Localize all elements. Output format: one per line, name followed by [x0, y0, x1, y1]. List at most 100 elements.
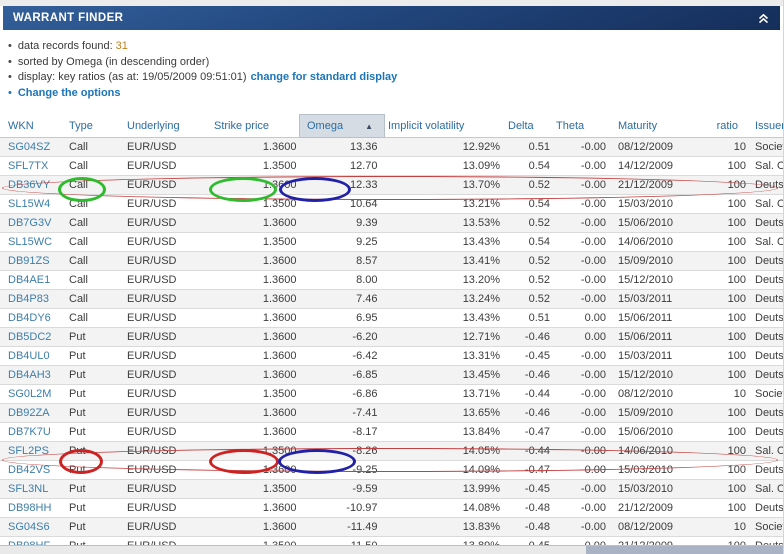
cell-strike: 1.3600	[206, 366, 300, 385]
cell-vol: 13.71%	[385, 385, 506, 404]
cell-ratio: 100	[701, 328, 748, 347]
cell-type: Put	[65, 347, 118, 366]
scrollbar-segment[interactable]	[586, 546, 784, 554]
change-options-link[interactable]: Change the options	[18, 87, 121, 99]
cell-strike: 1.3600	[206, 499, 300, 518]
column-header-strike[interactable]: Strike price	[206, 115, 300, 138]
cell-issuer: Deutsche Bank	[748, 309, 784, 328]
cell-type: Put	[65, 480, 118, 499]
cell-wkn[interactable]: DB5DC2	[0, 328, 65, 347]
cell-theta: -0.00	[553, 138, 608, 157]
cell-wkn[interactable]: SG0L2M	[0, 385, 65, 404]
collapse-panel-icon[interactable]	[757, 12, 770, 25]
bullet-icon: •	[8, 40, 12, 52]
cell-wkn[interactable]: SFL3NL	[0, 480, 65, 499]
table-row: SL15WCCallEUR/USD1.35009.2513.43%0.54-0.…	[0, 233, 784, 252]
column-header-ratio[interactable]: ratio	[701, 115, 748, 138]
cell-omega: -11.49	[300, 518, 385, 537]
table-row: DB7G3VCallEUR/USD1.36009.3913.53%0.52-0.…	[0, 214, 784, 233]
cell-wkn[interactable]: DB7G3V	[0, 214, 65, 233]
cell-wkn[interactable]: DB4AH3	[0, 366, 65, 385]
column-header-underlying[interactable]: Underlying	[118, 115, 206, 138]
cell-ratio: 100	[701, 195, 748, 214]
table-row: SFL3NLPutEUR/USD1.3500-9.5913.99%-0.45-0…	[0, 480, 784, 499]
cell-wkn[interactable]: DB4P83	[0, 290, 65, 309]
column-header-vol[interactable]: Implicit volatility	[385, 115, 506, 138]
cell-wkn[interactable]: SFL7TX	[0, 157, 65, 176]
cell-type: Call	[65, 271, 118, 290]
cell-ratio: 100	[701, 290, 748, 309]
cell-omega: 8.57	[300, 252, 385, 271]
table-row: SG04SZCallEUR/USD1.360013.3612.92%0.51-0…	[0, 138, 784, 157]
cell-issuer: Deutsche Bank	[748, 214, 784, 233]
cell-vol: 13.65%	[385, 404, 506, 423]
cell-underlying: EUR/USD	[118, 252, 206, 271]
cell-wkn[interactable]: DB4UL0	[0, 347, 65, 366]
cell-theta: -0.00	[553, 252, 608, 271]
cell-maturity: 15/12/2010	[608, 271, 701, 290]
cell-omega: -6.86	[300, 385, 385, 404]
cell-strike: 1.3500	[206, 157, 300, 176]
cell-strike: 1.3600	[206, 347, 300, 366]
cell-delta: 0.51	[505, 309, 553, 328]
sorted-by-label: sorted by Omega (in descending order)	[18, 56, 209, 68]
cell-vol: 13.09%	[385, 157, 506, 176]
cell-omega: 9.39	[300, 214, 385, 233]
cell-strike: 1.3600	[206, 328, 300, 347]
cell-type: Put	[65, 366, 118, 385]
cell-wkn[interactable]: DB4AE1	[0, 271, 65, 290]
column-header-maturity[interactable]: Maturity	[608, 115, 701, 138]
column-header-wkn[interactable]: WKN	[0, 115, 65, 138]
cell-omega: -7.41	[300, 404, 385, 423]
cell-type: Put	[65, 385, 118, 404]
highlight-oval-call-type	[58, 177, 106, 202]
bullet-icon: •	[8, 71, 12, 83]
cell-wkn[interactable]: SL15WC	[0, 233, 65, 252]
cell-type: Call	[65, 233, 118, 252]
cell-wkn[interactable]: DB92ZA	[0, 404, 65, 423]
bullet-icon: •	[8, 87, 12, 99]
cell-wkn[interactable]: SG04SZ	[0, 138, 65, 157]
cell-maturity: 15/03/2011	[608, 347, 701, 366]
cell-ratio: 10	[701, 518, 748, 537]
cell-delta: 0.54	[505, 233, 553, 252]
cell-type: Put	[65, 404, 118, 423]
cell-delta: -0.45	[505, 480, 553, 499]
cell-omega: -6.20	[300, 328, 385, 347]
cell-theta: -0.00	[553, 499, 608, 518]
cell-wkn[interactable]: SL15W4	[0, 195, 65, 214]
cell-maturity: 15/06/2010	[608, 423, 701, 442]
cell-wkn[interactable]: SG04S6	[0, 518, 65, 537]
cell-maturity: 14/06/2010	[608, 233, 701, 252]
cell-delta: -0.46	[505, 328, 553, 347]
cell-ratio: 10	[701, 385, 748, 404]
cell-maturity: 15/09/2010	[608, 404, 701, 423]
cell-maturity: 15/06/2011	[608, 309, 701, 328]
cell-omega: 12.70	[300, 157, 385, 176]
cell-strike: 1.3500	[206, 385, 300, 404]
column-header-delta[interactable]: Delta	[505, 115, 553, 138]
column-header-omega[interactable]: Omega▲	[300, 115, 385, 138]
column-header-theta[interactable]: Theta	[553, 115, 608, 138]
highlight-oval-call-strike	[209, 177, 277, 202]
cell-wkn[interactable]: DB7K7U	[0, 423, 65, 442]
cell-vol: 12.92%	[385, 138, 506, 157]
cell-vol: 13.83%	[385, 518, 506, 537]
cell-wkn[interactable]: DB98HH	[0, 499, 65, 518]
cell-wkn[interactable]: DB91ZS	[0, 252, 65, 271]
cell-theta: -0.00	[553, 518, 608, 537]
cell-delta: 0.54	[505, 157, 553, 176]
records-found-line: •data records found:31	[8, 39, 783, 55]
cell-theta: 0.00	[553, 328, 608, 347]
column-header-type[interactable]: Type	[65, 115, 118, 138]
highlight-row-ellipse-sl15w4	[2, 176, 778, 200]
cell-type: Call	[65, 309, 118, 328]
cell-omega: 8.00	[300, 271, 385, 290]
cell-vol: 13.43%	[385, 233, 506, 252]
column-header-issuer[interactable]: Issuer	[748, 115, 784, 138]
cell-underlying: EUR/USD	[118, 404, 206, 423]
change-standard-display-link[interactable]: change for standard display	[251, 71, 398, 83]
display-mode-label: display: key ratios (as at: 19/05/2009 0…	[18, 71, 247, 83]
bullet-icon: •	[8, 56, 12, 68]
cell-wkn[interactable]: DB4DY6	[0, 309, 65, 328]
